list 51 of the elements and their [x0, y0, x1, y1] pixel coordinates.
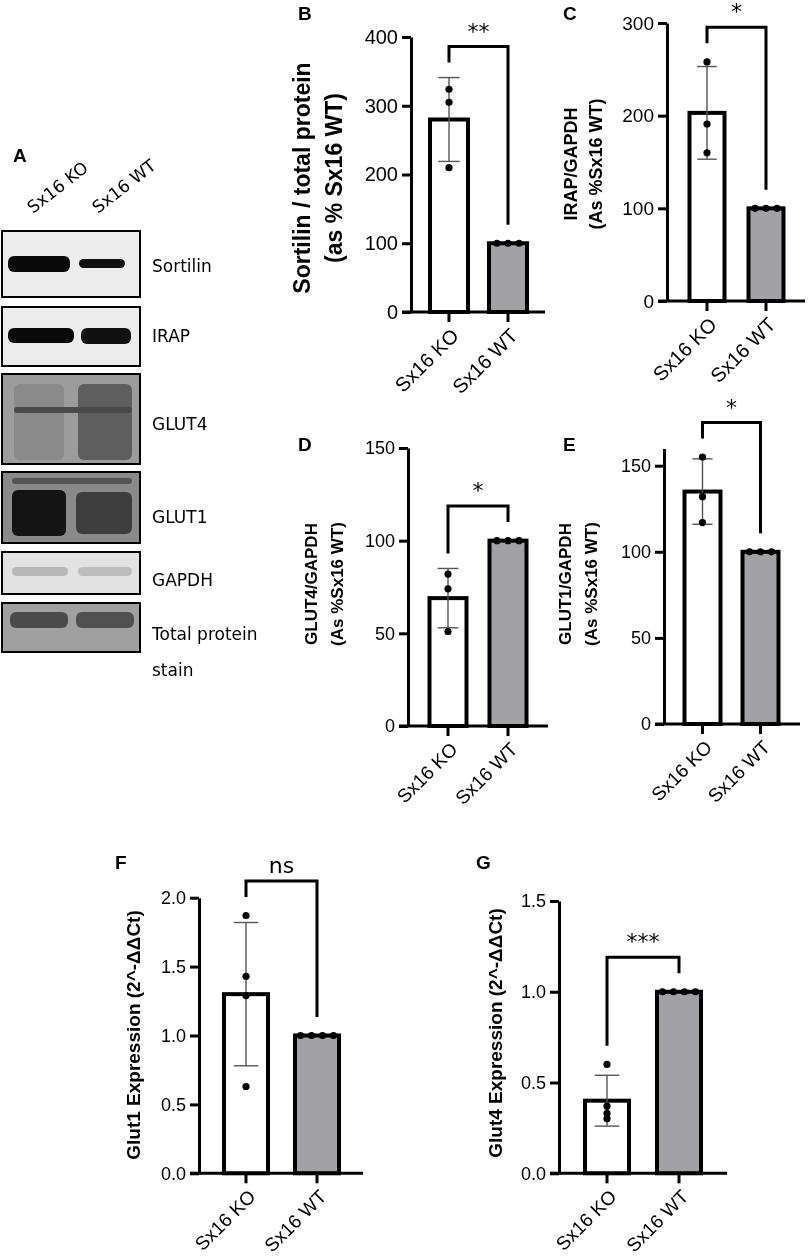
y-tick-label: 0	[386, 300, 398, 323]
y-tick-label: 0.0	[160, 1163, 186, 1184]
category-label: Total protein stain	[152, 624, 258, 680]
y-tick-label: 0.0	[520, 1163, 546, 1184]
y-tick-label: 2.0	[160, 887, 186, 908]
y-tick-label: 200	[364, 163, 398, 186]
annotation: **	[467, 18, 490, 44]
chart-title: D	[298, 434, 312, 455]
chart-title: B	[298, 3, 312, 24]
y-tick-label: 200	[622, 105, 654, 127]
y-tick-label: 0.5	[160, 1094, 186, 1115]
y-tick-label: 1.5	[160, 956, 186, 977]
annotation: *	[731, 0, 742, 25]
y-axis-title: Glut4 Expression (2^-ΔΔCt)	[484, 908, 506, 1158]
y-tick-label: 1.0	[520, 982, 546, 1003]
annotation: ***	[626, 929, 660, 955]
y-tick-label: 0	[384, 716, 395, 737]
y-tick-label: 100	[364, 530, 395, 551]
y-tick-label: 100	[622, 197, 654, 219]
text: A	[13, 145, 27, 166]
y-axis-title: Glut1 Expression (2^-ΔΔCt)	[122, 910, 144, 1160]
y-tick-label: 400	[364, 25, 398, 48]
y-axis-title: GLUT1/GAPDH (As %Sx16 WT)	[555, 522, 601, 646]
y-tick-label: 100	[364, 232, 398, 255]
y-axis-title: GLUT4/GAPDH (As %Sx16 WT)	[301, 522, 347, 646]
chart-title: F	[115, 852, 127, 873]
y-tick-label: 1.0	[160, 1025, 186, 1046]
y-tick-label: 50	[374, 623, 395, 644]
category-label: GAPDH	[152, 570, 213, 590]
category-label: Sortilin	[152, 256, 212, 276]
y-tick-label: 0	[643, 290, 654, 312]
chart-title: G	[476, 852, 491, 873]
y-tick-label: 150	[620, 455, 651, 476]
y-tick-label: 150	[364, 438, 395, 459]
chart-title: C	[563, 3, 577, 24]
text: *	[726, 394, 737, 420]
annotation: *	[472, 478, 484, 504]
y-axis-title: Sortilin / total protein (as % Sx16 WT)	[289, 62, 347, 294]
category-label: IRAP	[152, 326, 191, 346]
category-label: GLUT4	[152, 414, 208, 434]
text: ns	[268, 853, 295, 879]
y-tick-label: 300	[364, 94, 398, 117]
y-axis-title: IRAP/GAPDH (As %Sx16 WT)	[560, 98, 606, 230]
y-tick-label: 300	[622, 12, 654, 34]
category-label: GLUT1	[152, 507, 208, 527]
y-tick-label: 50	[630, 628, 651, 649]
y-tick-label: 1.5	[520, 891, 546, 912]
chart-title: E	[563, 434, 576, 455]
y-tick-label: 100	[620, 542, 651, 563]
y-tick-label: 0.5	[520, 1072, 546, 1093]
y-tick-label: 0	[640, 714, 651, 735]
